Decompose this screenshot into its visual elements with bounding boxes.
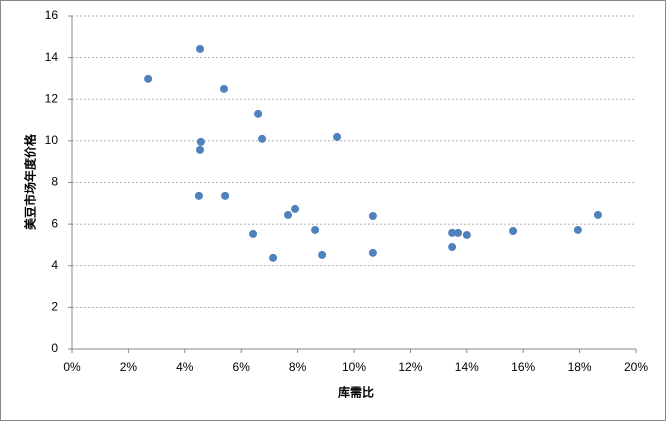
point bbox=[291, 204, 300, 213]
point bbox=[573, 225, 582, 234]
y-tick-label: 6 bbox=[51, 216, 58, 230]
x-tick-label: 12% bbox=[398, 360, 422, 374]
y-tick-label: 0 bbox=[51, 341, 58, 355]
x-tick-label: 4% bbox=[176, 360, 194, 374]
point bbox=[144, 74, 153, 83]
point bbox=[284, 210, 293, 219]
point bbox=[368, 248, 377, 257]
point bbox=[454, 228, 463, 237]
point bbox=[509, 226, 518, 235]
y-tick-label: 12 bbox=[45, 91, 59, 105]
point bbox=[318, 250, 327, 259]
y-tick-label: 4 bbox=[51, 258, 58, 272]
y-tick-label: 2 bbox=[51, 300, 58, 314]
x-tick-label: 16% bbox=[511, 360, 535, 374]
point bbox=[249, 229, 258, 238]
y-tick-label: 14 bbox=[45, 50, 59, 64]
point bbox=[258, 134, 267, 143]
point bbox=[593, 210, 602, 219]
y-axis-title: 美豆市场年度价格 bbox=[23, 133, 38, 230]
y-tick-label: 8 bbox=[51, 175, 58, 189]
point bbox=[462, 230, 471, 239]
y-tick-label: 16 bbox=[45, 8, 59, 22]
point bbox=[219, 84, 228, 93]
x-tick-label: 0% bbox=[63, 360, 81, 374]
point bbox=[448, 228, 457, 237]
point bbox=[196, 44, 205, 53]
point bbox=[254, 109, 263, 118]
point bbox=[269, 253, 278, 262]
x-tick-label: 8% bbox=[289, 360, 307, 374]
y-tick-label: 10 bbox=[45, 133, 59, 147]
point bbox=[368, 212, 377, 221]
point bbox=[448, 243, 457, 252]
x-tick-label: 10% bbox=[342, 360, 366, 374]
x-tick-label: 18% bbox=[568, 360, 592, 374]
x-tick-label: 6% bbox=[233, 360, 251, 374]
point bbox=[333, 132, 342, 141]
x-tick-label: 14% bbox=[455, 360, 479, 374]
x-axis-title: 库需比 bbox=[338, 385, 374, 400]
point bbox=[194, 191, 203, 200]
point bbox=[196, 145, 205, 154]
point bbox=[221, 191, 230, 200]
point bbox=[196, 137, 205, 146]
point bbox=[311, 225, 320, 234]
x-tick-label: 2% bbox=[120, 360, 138, 374]
x-tick-label: 20% bbox=[624, 360, 648, 374]
